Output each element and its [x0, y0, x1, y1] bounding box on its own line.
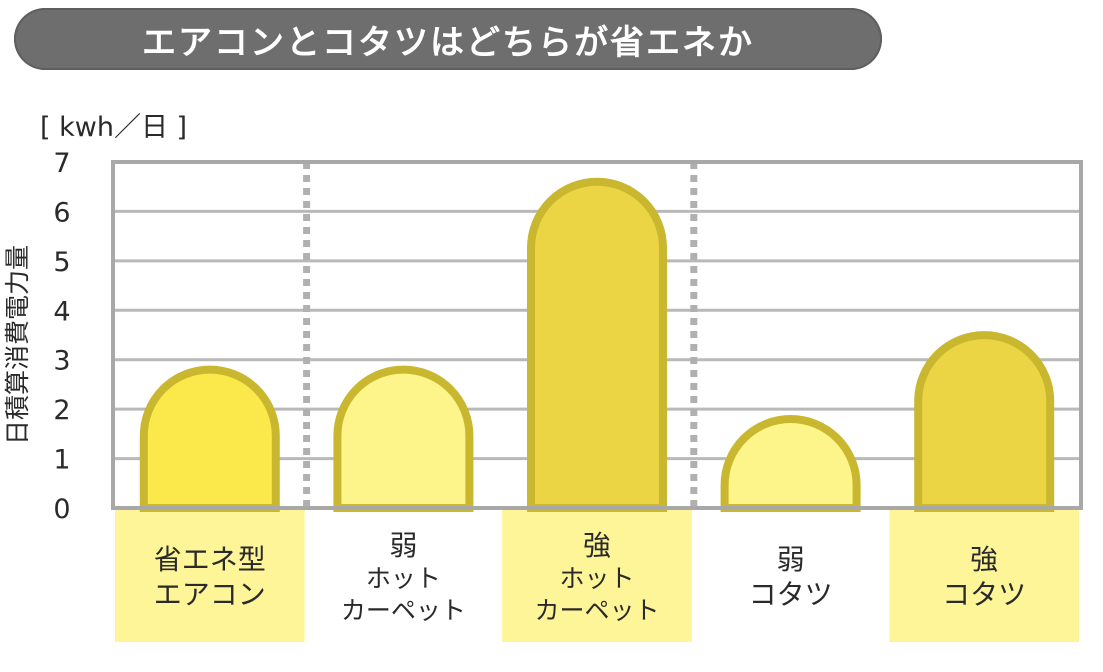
category-label: 省エネ型 エアコン — [113, 512, 307, 642]
category-label-line: 強 — [582, 529, 611, 563]
chart-title: エアコンとコタツはどちらが省エネか — [14, 8, 882, 70]
unit-label: [ kwh／日 ] — [40, 112, 187, 143]
bar — [333, 365, 474, 512]
category-label-background — [502, 508, 692, 642]
category-label-line: コタツ — [942, 578, 1027, 611]
category-label: 弱ホット カーペット — [307, 512, 501, 642]
category-label: 強ホット カーペット — [500, 512, 694, 642]
category-label: 弱コタツ — [694, 512, 888, 642]
y-tick-label: 6 — [53, 197, 70, 228]
category-label-line: カーペット — [340, 595, 466, 625]
category-label-line: ホット — [365, 564, 441, 594]
y-tick-label: 7 — [53, 148, 70, 179]
category-label-background — [695, 508, 886, 642]
category-label-background — [308, 508, 499, 642]
bar — [139, 365, 280, 512]
category-label-line: 強 — [970, 543, 999, 576]
plot-frame — [111, 160, 1083, 510]
category-label: 強コタツ — [887, 512, 1081, 642]
category-label-line: カーペット — [534, 595, 660, 625]
y-tick-label: 3 — [53, 346, 70, 377]
y-axis-label: 日積算消費電力量 — [3, 245, 32, 445]
category-label-line: ホット — [559, 564, 635, 594]
category-label-line: エアコン — [153, 578, 266, 611]
category-label-line: 弱 — [389, 529, 418, 563]
y-tick-label: 5 — [53, 247, 70, 278]
category-label-background — [889, 508, 1079, 642]
y-tick-label: 2 — [53, 395, 70, 426]
bar — [914, 331, 1055, 512]
category-label-line: 省エネ型 — [153, 543, 266, 576]
category-label-line: 弱 — [776, 543, 805, 576]
bar — [527, 177, 667, 512]
y-tick-label: 4 — [53, 296, 70, 327]
bar — [720, 415, 861, 512]
category-label-background — [115, 508, 305, 642]
y-tick-label: 0 — [53, 494, 70, 525]
y-tick-label: 1 — [53, 445, 70, 476]
category-label-line: コタツ — [748, 578, 833, 611]
